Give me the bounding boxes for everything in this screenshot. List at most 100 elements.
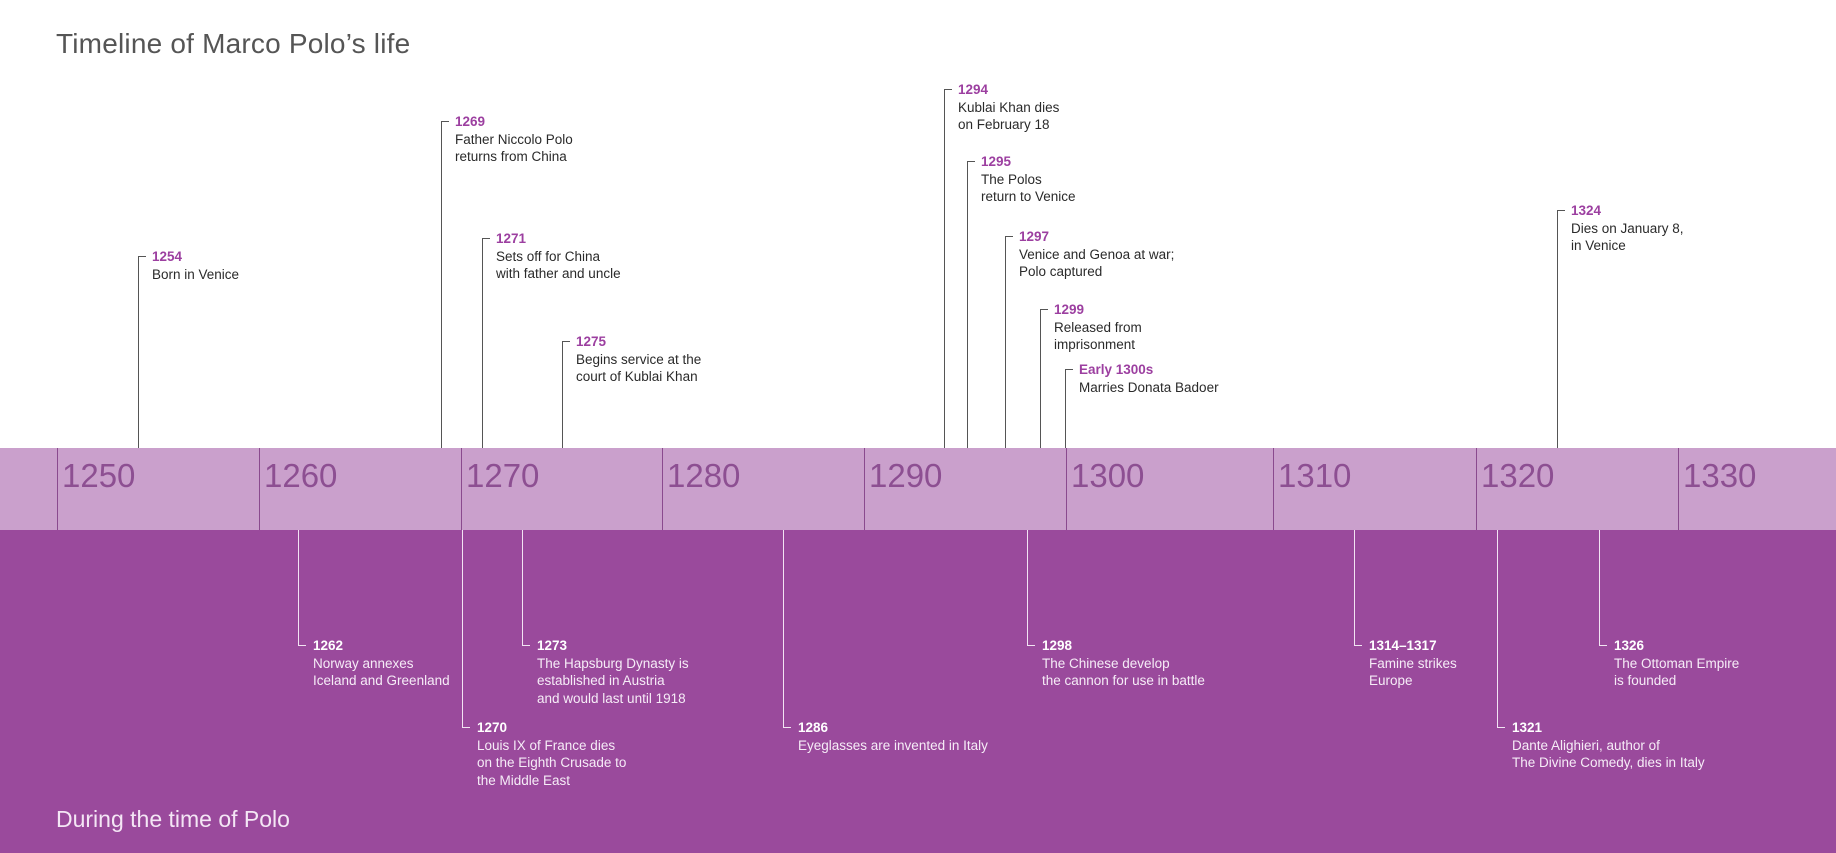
- world-event: 1286 Eyeglasses are invented in Italy: [798, 719, 988, 754]
- event-connector-hook: [138, 256, 146, 257]
- event-text-line: return to Venice: [981, 189, 1076, 204]
- event-text: Dante Alighieri, author of The Divine Com…: [1512, 737, 1705, 772]
- event-text-line: established in Austria: [537, 673, 665, 688]
- event-text-line: Iceland and Greenland: [313, 673, 450, 688]
- event-year: 1324: [1571, 203, 1602, 218]
- event-text-line: on the Eighth Crusade to: [477, 755, 627, 770]
- event-year: 1314–1317: [1369, 638, 1437, 653]
- event-connector: [522, 530, 523, 645]
- world-event: 1262 Norway annexes Iceland and Greenland: [313, 637, 450, 690]
- event-text: Dies on January 8, in Venice: [1571, 220, 1684, 255]
- event-text-line: Famine strikes: [1369, 655, 1457, 671]
- event-year: 1275: [576, 334, 607, 349]
- event-text: Father Niccolo Polo returns from China: [455, 131, 573, 166]
- world-event: 1273 The Hapsburg Dynasty is established …: [537, 637, 689, 707]
- event-text-line: Venice and Genoa at war;: [1019, 246, 1175, 262]
- event-text-line: The Polos: [981, 171, 1042, 187]
- event-text: Venice and Genoa at war; Polo captured: [1019, 246, 1174, 281]
- event-text-line: court of Kublai Khan: [576, 369, 698, 384]
- event-text-line: Dante Alighieri, author of: [1512, 737, 1660, 753]
- event-connector-hook: [298, 645, 306, 646]
- event-connector-hook: [1497, 727, 1505, 728]
- event-connector: [1040, 309, 1041, 448]
- event-connector: [783, 530, 784, 727]
- polo-event: 1294 Kublai Khan dies on February 18: [958, 81, 1059, 134]
- event-connector-hook: [562, 341, 570, 342]
- event-connector: [1027, 530, 1028, 645]
- event-connector-hook: [1040, 309, 1048, 310]
- event-year: 1321: [1512, 720, 1543, 735]
- event-connector-hook: [482, 238, 490, 239]
- world-event: 1314–1317 Famine strikes Europe: [1369, 637, 1457, 690]
- world-events-title: During the time of Polo: [56, 806, 290, 832]
- event-connector: [944, 89, 945, 448]
- decade-label: 1250: [62, 457, 136, 494]
- event-text-line: returns from China: [455, 149, 567, 164]
- event-year: 1254: [152, 249, 183, 264]
- event-text-line: Begins service at the: [576, 351, 702, 367]
- event-connector-hook: [783, 727, 791, 728]
- event-connector-hook: [944, 89, 952, 90]
- event-text: The Chinese develop the cannon for use in…: [1042, 655, 1205, 690]
- event-text-line: Louis IX of France dies: [477, 737, 616, 753]
- event-year: 1294: [958, 82, 989, 97]
- event-text-line: The Hapsburg Dynasty is: [537, 655, 689, 671]
- event-text-line: Dies on January 8,: [1571, 220, 1684, 236]
- event-connector: [1599, 530, 1600, 645]
- decade-tick: [864, 448, 865, 530]
- polo-event: 1254 Born in Venice: [152, 248, 239, 283]
- world-event: 1298 The Chinese develop the cannon for u…: [1042, 637, 1205, 690]
- event-text: The Ottoman Empire is founded: [1614, 655, 1739, 690]
- polo-event: 1271 Sets off for China with father and u…: [496, 230, 621, 283]
- event-text-line: on February 18: [958, 117, 1050, 132]
- polo-event: 1299 Released from imprisonment: [1054, 301, 1142, 354]
- event-year: 1262: [313, 638, 344, 653]
- event-text: Sets off for China with father and uncle: [496, 248, 621, 283]
- decade-tick: [259, 448, 260, 530]
- event-year: 1273: [537, 638, 568, 653]
- event-text-line: the cannon for use in battle: [1042, 673, 1205, 688]
- event-text-line: The Divine Comedy, dies in Italy: [1512, 755, 1705, 770]
- event-year: 1299: [1054, 302, 1085, 317]
- decade-label: 1260: [264, 457, 338, 494]
- event-connector-hook: [1354, 645, 1362, 646]
- event-text: Born in Venice: [152, 266, 239, 284]
- event-connector: [482, 238, 483, 448]
- event-text: Released from imprisonment: [1054, 319, 1142, 354]
- event-text: Eyeglasses are invented in Italy: [798, 737, 988, 755]
- event-connector: [1005, 236, 1006, 448]
- polo-event: 1275 Begins service at the court of Kubla…: [576, 333, 701, 386]
- decade-label: 1310: [1278, 457, 1352, 494]
- timeline-axis-band: [0, 448, 1836, 530]
- polo-event: 1269 Father Niccolo Polo returns from Chi…: [455, 113, 573, 166]
- world-event: 1321 Dante Alighieri, author of The Divin…: [1512, 719, 1705, 772]
- event-connector: [441, 121, 442, 448]
- event-connector: [1557, 210, 1558, 448]
- event-text-line: Sets off for China: [496, 248, 601, 264]
- event-text: Famine strikes Europe: [1369, 655, 1457, 690]
- event-text-line: imprisonment: [1054, 337, 1136, 352]
- event-connector-hook: [1557, 210, 1565, 211]
- event-year: 1286: [798, 720, 829, 735]
- event-text: The Hapsburg Dynasty is established in Au…: [537, 655, 689, 708]
- decade-tick: [57, 448, 58, 530]
- event-text-line: Released from: [1054, 319, 1142, 335]
- event-text: Norway annexes Iceland and Greenland: [313, 655, 450, 690]
- event-connector: [138, 256, 139, 448]
- event-text-line: is founded: [1614, 673, 1677, 688]
- event-text: Louis IX of France dies on the Eighth Cru…: [477, 737, 626, 790]
- event-text-line: The Ottoman Empire: [1614, 655, 1740, 671]
- decade-label: 1280: [667, 457, 741, 494]
- event-text-line: The Chinese develop: [1042, 655, 1170, 671]
- page-title: Timeline of Marco Polo’s life: [56, 28, 411, 59]
- decade-label: 1330: [1683, 457, 1757, 494]
- polo-event: 1297 Venice and Genoa at war; Polo captur…: [1019, 228, 1174, 281]
- event-text: The Polos return to Venice: [981, 171, 1076, 206]
- event-connector-hook: [1599, 645, 1607, 646]
- event-text-line: Norway annexes: [313, 655, 414, 671]
- event-connector: [1354, 530, 1355, 645]
- world-events-band: [0, 530, 1836, 853]
- event-text-line: Europe: [1369, 673, 1413, 688]
- polo-event: 1295 The Polos return to Venice: [981, 153, 1076, 206]
